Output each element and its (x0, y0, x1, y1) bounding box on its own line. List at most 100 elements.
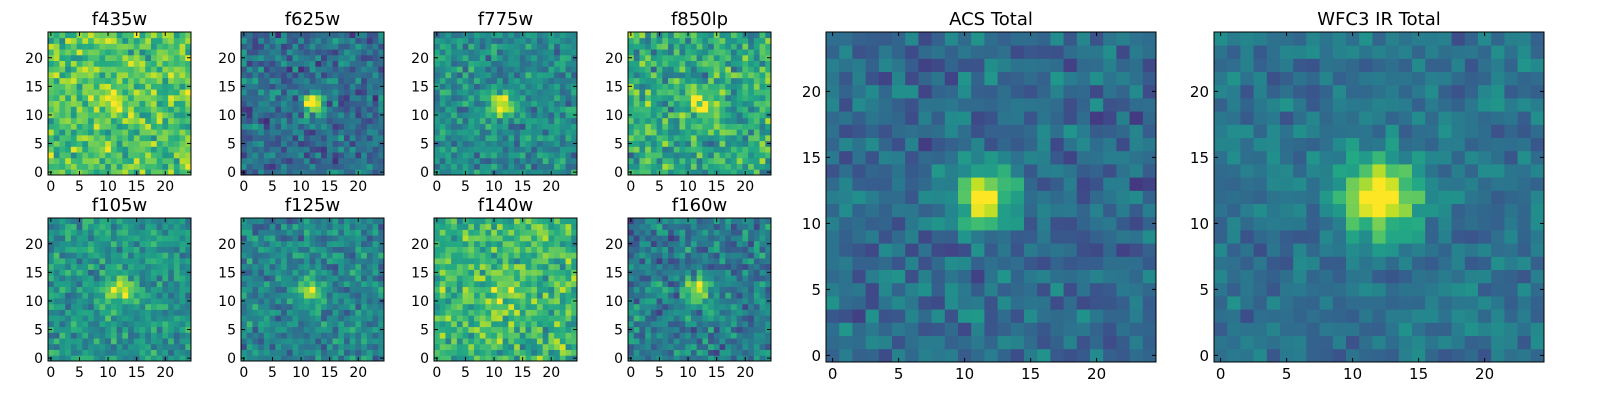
heatmap-cell (173, 123, 180, 130)
heatmap-cell (753, 117, 760, 124)
heatmap-cell (275, 292, 282, 299)
heatmap-cell (479, 315, 486, 322)
heatmap-cell (326, 152, 333, 159)
heatmap-cell (263, 49, 270, 56)
heatmap-cell (59, 117, 66, 124)
heatmap-cell (93, 140, 100, 147)
heatmap-cell (162, 117, 169, 124)
heatmap-cell (559, 263, 566, 270)
heatmap-cell (514, 157, 521, 164)
heatmap-cell (315, 235, 322, 242)
heatmap-cell (99, 112, 106, 119)
heatmap-cell (502, 83, 509, 90)
heatmap-cell (162, 263, 169, 270)
heatmap-cell (753, 338, 760, 345)
heatmap-cell (508, 332, 515, 339)
heatmap-cell (286, 349, 293, 356)
heatmap-cell (321, 72, 328, 79)
x-tick-label: 0 (432, 365, 441, 381)
heatmap-cell (162, 49, 169, 56)
heatmap-cell (338, 100, 345, 107)
heatmap-cell (633, 280, 640, 288)
heatmap-cell (258, 326, 265, 333)
heatmap-cell (321, 123, 328, 130)
heatmap-cell (514, 275, 521, 282)
heatmap-cell (685, 303, 692, 310)
heatmap-cell (508, 37, 515, 44)
heatmap-cell (252, 269, 259, 276)
heatmap-cell (99, 326, 106, 333)
heatmap-cell (491, 309, 498, 316)
heatmap-cell (361, 235, 368, 242)
heatmap-cell (719, 146, 726, 153)
heatmap-cell (485, 43, 492, 50)
heatmap-cell (736, 32, 743, 39)
heatmap-cell (650, 309, 657, 316)
heatmap-cell (439, 94, 446, 102)
heatmap-cell (179, 60, 186, 67)
heatmap-cell (696, 94, 703, 102)
heatmap-cell (156, 157, 163, 164)
heatmap-cell (349, 134, 356, 142)
heatmap-cell (736, 94, 743, 102)
heatmap-cell (321, 286, 328, 293)
heatmap-cell (48, 275, 55, 282)
heatmap-cell (298, 66, 305, 73)
heatmap-cell (708, 349, 715, 356)
heatmap-cell (759, 43, 766, 50)
heatmap-cell (309, 275, 316, 282)
heatmap-cell (246, 263, 253, 270)
heatmap-cell (145, 140, 152, 147)
heatmap-cell (702, 338, 709, 345)
heatmap-cell (70, 32, 77, 39)
heatmap-cell (179, 292, 186, 299)
heatmap-cell (286, 66, 293, 73)
heatmap-cell (99, 263, 106, 270)
heatmap-cell (753, 146, 760, 153)
heatmap-cell (361, 32, 368, 39)
heatmap-cell (690, 112, 698, 119)
heatmap-cell (263, 303, 270, 310)
heatmap-cell (321, 134, 328, 142)
heatmap-cell (162, 89, 169, 96)
heatmap-cell (662, 77, 669, 84)
heatmap-cell (116, 54, 123, 61)
heatmap-cell (639, 140, 646, 147)
heatmap-cell (343, 258, 351, 265)
heatmap-cell (298, 77, 305, 84)
heatmap-cell (105, 298, 112, 305)
heatmap-cell (474, 129, 481, 136)
heatmap-cell (479, 229, 486, 236)
heatmap-cell (742, 117, 749, 124)
heatmap-cell (246, 43, 253, 50)
heatmap-cell (439, 223, 446, 230)
heatmap-cell (474, 77, 481, 84)
heatmap-cell (474, 94, 481, 102)
heatmap-cell (445, 252, 452, 259)
heatmap-cell (258, 60, 265, 67)
heatmap-cell (378, 66, 385, 73)
heatmap-cell (378, 49, 385, 56)
heatmap-cell (246, 218, 253, 225)
heatmap-cell (48, 332, 55, 339)
heatmap-cell (571, 37, 578, 44)
heatmap-cell (128, 309, 135, 316)
heatmap-cell (759, 275, 766, 282)
heatmap-cell (559, 240, 566, 247)
heatmap-cells (628, 32, 772, 176)
heatmap-cell (696, 298, 703, 305)
heatmap-cell (525, 49, 532, 56)
heatmap-cell (456, 89, 463, 96)
heatmap-cell (753, 343, 760, 350)
heatmap-cell (719, 303, 726, 310)
heatmap-cell (150, 315, 158, 322)
heatmap-cell (315, 275, 322, 282)
heatmap-cell (179, 269, 186, 276)
heatmap-cell (571, 43, 578, 50)
heatmap-cell (168, 152, 175, 159)
heatmap-cell (456, 355, 463, 362)
heatmap-cell (514, 37, 521, 44)
heatmap-cell (332, 140, 339, 147)
heatmap-cell (162, 292, 169, 299)
heatmap-cell (246, 235, 253, 242)
